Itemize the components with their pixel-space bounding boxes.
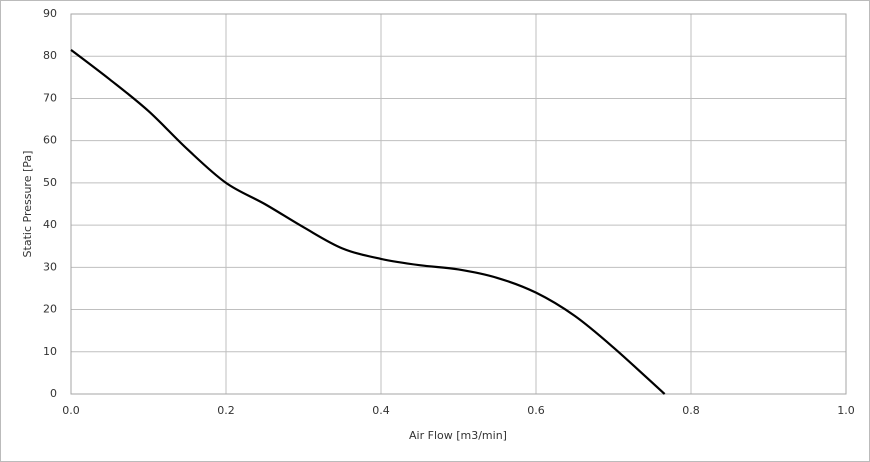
y-tick-label: 20 <box>43 303 57 316</box>
y-tick-label: 10 <box>43 345 57 358</box>
y-tick-label: 50 <box>43 176 57 189</box>
y-tick-label: 40 <box>43 218 57 231</box>
x-tick-label: 0.2 <box>217 404 235 417</box>
x-tick-label: 0.6 <box>527 404 545 417</box>
plot-frame <box>70 13 847 395</box>
x-tick-label: 1.0 <box>837 404 855 417</box>
x-axis-label: Air Flow [m3/min] <box>409 429 507 442</box>
y-tick-label: 90 <box>43 7 57 20</box>
y-tick-label: 80 <box>43 49 57 62</box>
y-tick-label: 0 <box>50 387 57 400</box>
x-tick-label: 0.0 <box>62 404 80 417</box>
line-series <box>70 49 666 395</box>
y-tick-label: 60 <box>43 134 57 147</box>
x-tick-label: 0.4 <box>372 404 390 417</box>
y-tick-label: 70 <box>43 91 57 104</box>
x-tick-label: 0.8 <box>682 404 700 417</box>
y-tick-label: 30 <box>43 260 57 273</box>
y-axis-label: Static Pressure [Pa] <box>21 151 34 258</box>
